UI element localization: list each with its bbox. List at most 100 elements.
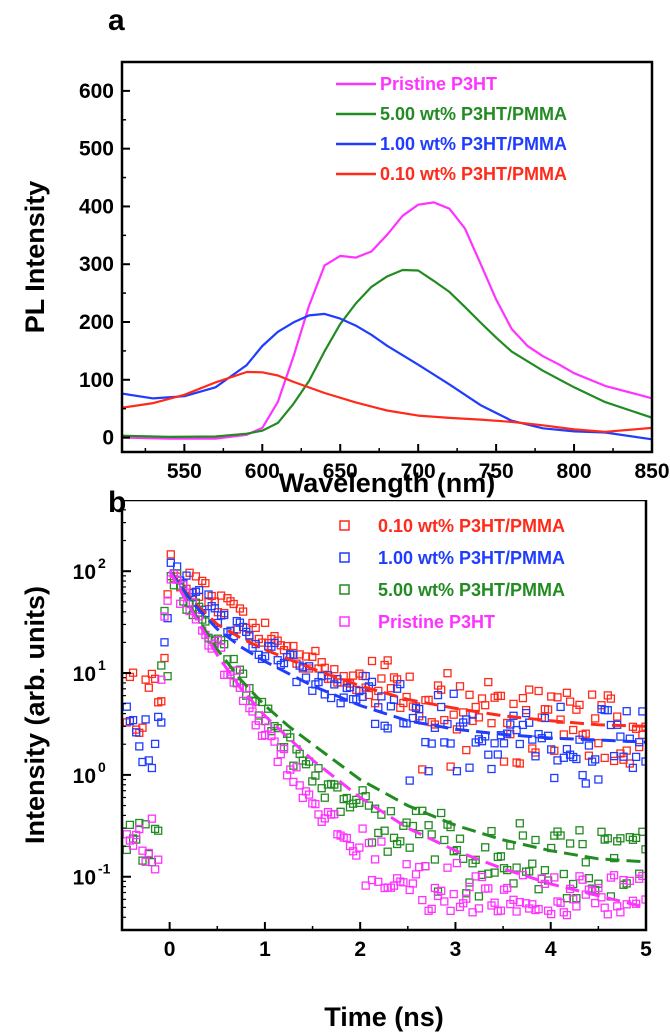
scatter-point-1 [405, 776, 414, 785]
scatter-point-1 [622, 707, 631, 716]
scatter-point-3 [361, 881, 370, 890]
scatter-point-1 [182, 571, 191, 580]
y-tick-label: 100 [79, 369, 114, 392]
scatter-point-1 [421, 737, 430, 747]
scatter-point-0 [581, 729, 590, 738]
scatter-point-3 [352, 851, 361, 860]
scatter-point-0 [465, 690, 474, 699]
scatter-point-0 [157, 697, 166, 706]
scatter-point-3 [503, 883, 512, 893]
scatter-point-1 [512, 725, 521, 735]
scatter-point-0 [160, 653, 169, 663]
scatter-point-1 [446, 739, 455, 748]
scatter-point-1 [484, 750, 493, 759]
scatter-point-2 [342, 793, 351, 803]
scatter-point-1 [383, 724, 392, 733]
chart-a-pl-spectra: 550 600 650 700 750 800 850 0 100 200 300 400 500 600… [20, 60, 670, 498]
scatter-point-1 [462, 715, 471, 724]
scatter-point-2 [418, 806, 427, 815]
scatter-point-1 [377, 692, 386, 701]
scatter-point-3 [358, 824, 367, 833]
scatter-point-0 [606, 694, 616, 703]
scatter-point-0 [443, 669, 452, 678]
scatter-point-3 [415, 862, 424, 872]
scatter-point-2 [518, 831, 528, 840]
scatter-point-0 [229, 599, 238, 609]
x-axis-title: Wavelength (nm) [279, 468, 496, 498]
y-tick-label-b: 10 [73, 663, 96, 686]
scatter-point-1 [591, 755, 600, 764]
scatter-point-3 [556, 898, 565, 908]
scatter-point-2 [581, 858, 590, 867]
legend-entry: 1.00 wt% P3HT/PMMA [380, 134, 567, 154]
scatter-point-2 [631, 833, 641, 843]
scatter-point-1 [553, 756, 562, 765]
scatter-point-1 [540, 713, 550, 723]
panel-letter-a: a [108, 4, 125, 37]
y-tick-label: 600 [79, 80, 114, 103]
scatter-point-3 [421, 862, 430, 871]
scatter-point-0 [496, 691, 506, 701]
scatter-point-3 [603, 910, 612, 919]
legend-entry-b: 5.00 wt% P3HT/PMMA [378, 580, 565, 600]
scatter-point-0 [613, 712, 622, 721]
x-tick-label-b: 5 [640, 938, 652, 961]
scatter-point-1 [367, 677, 377, 687]
scatter-point-0 [377, 674, 386, 683]
scatter-point-2 [487, 826, 496, 836]
scatter-point-1 [452, 767, 462, 776]
scatter-point-2 [141, 820, 150, 829]
scatter-point-0 [367, 656, 377, 666]
scatter-point-3 [411, 870, 421, 879]
legend-marker-b [339, 616, 350, 627]
scatter-point-2 [154, 826, 163, 835]
scatter-point-0 [635, 742, 644, 752]
x-tick-label: 550 [167, 460, 202, 483]
scatter-point-1 [326, 693, 336, 703]
scatter-point-1 [361, 671, 370, 681]
scatter-point-1 [160, 638, 169, 647]
scatter-point-1 [547, 745, 556, 754]
scatter-point-0 [216, 591, 226, 600]
fit-line-2 [168, 570, 646, 864]
scatter-point-0 [138, 723, 147, 732]
scatter-point-1 [550, 773, 559, 783]
scatter-point-3 [443, 863, 452, 872]
scatter-point-0 [471, 702, 480, 712]
y-tick-exponent-b: 1 [98, 657, 106, 673]
y-tick-label-b: 10 [73, 561, 96, 584]
scatter-point-3 [446, 906, 455, 916]
scatter-point-2 [424, 821, 433, 830]
scatter-point-2 [160, 606, 169, 616]
scatter-point-0 [150, 674, 160, 683]
scatter-point-2 [474, 892, 484, 901]
scatter-point-2 [540, 866, 550, 875]
series-line-3 [121, 370, 653, 433]
scatter-point-3 [176, 599, 185, 608]
x-tick-label-b: 1 [259, 938, 271, 961]
scatter-point-1 [515, 739, 524, 749]
scatter-point-2 [496, 852, 506, 861]
scatter-point-2 [286, 733, 295, 742]
scatter-point-3 [572, 902, 581, 911]
y-tick-label-b: 10 [73, 765, 96, 788]
scatter-point-2 [471, 855, 480, 864]
scatter-point-0 [565, 697, 575, 706]
scatter-point-3 [254, 716, 263, 725]
scatter-point-2 [440, 835, 449, 845]
scatter-point-3 [484, 884, 493, 893]
scatter-point-0 [543, 705, 553, 714]
x-tick-label: 850 [634, 460, 669, 483]
scatter-point-1 [122, 702, 131, 711]
scatter-point-3 [534, 904, 543, 914]
scatter-point-0 [144, 683, 153, 692]
scatter-point-0 [515, 759, 524, 768]
scatter-point-1 [138, 757, 147, 767]
scatter-point-1 [358, 692, 367, 701]
scatter-point-2 [122, 845, 131, 855]
scatter-point-0 [499, 757, 509, 766]
scatter-point-1 [415, 704, 424, 714]
scatter-point-1 [609, 751, 619, 761]
scatter-point-0 [260, 618, 270, 627]
